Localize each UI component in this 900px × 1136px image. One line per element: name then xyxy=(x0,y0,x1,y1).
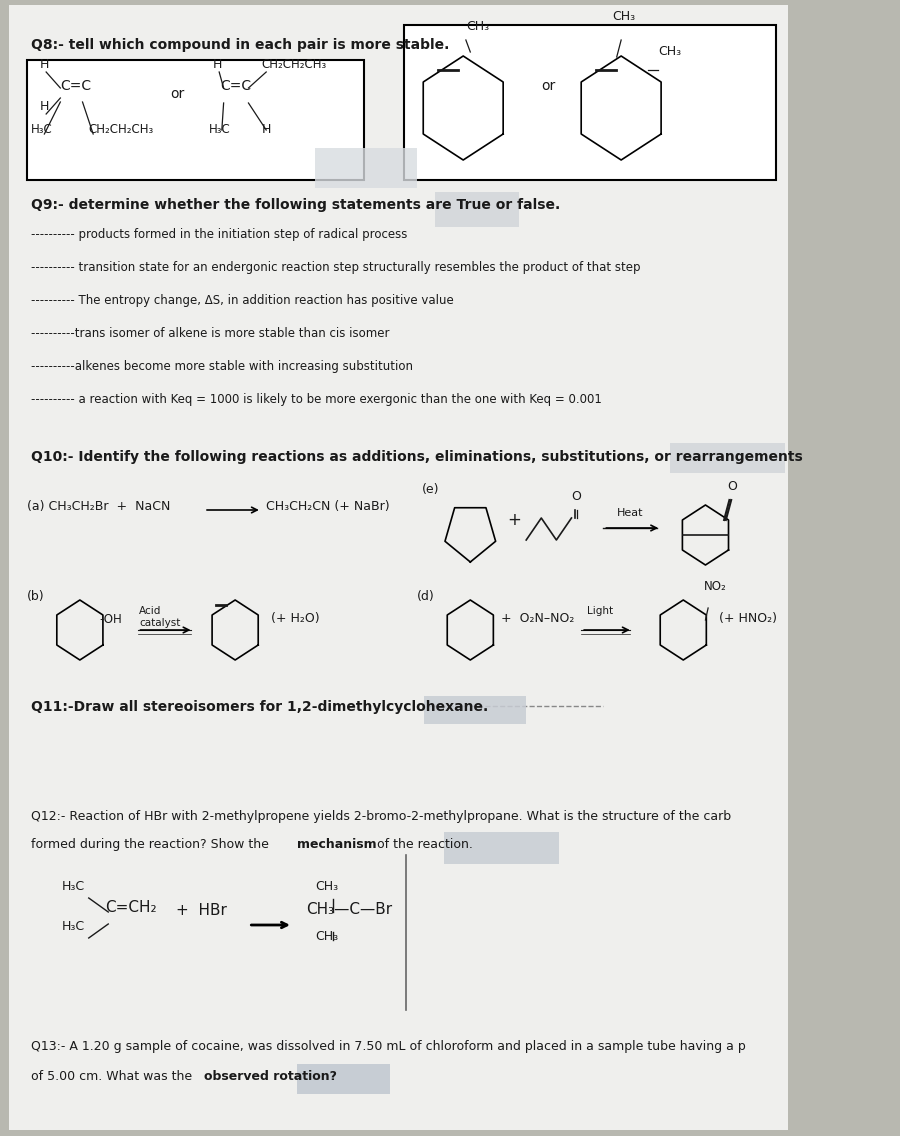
Text: Q12:- Reaction of HBr with 2-methylpropene yields 2-bromo-2-methylpropane. What : Q12:- Reaction of HBr with 2-methylprope… xyxy=(32,810,731,822)
Text: of the reaction.: of the reaction. xyxy=(373,838,472,851)
Text: C=C: C=C xyxy=(60,80,92,93)
Text: CH₃: CH₃ xyxy=(612,10,635,23)
Text: (+ H₂O): (+ H₂O) xyxy=(271,612,320,625)
Text: Q9:- determine whether the following statements are True or false.: Q9:- determine whether the following sta… xyxy=(32,198,561,212)
Text: Q10:- Identify the following reactions as additions, eliminations, substitutions: Q10:- Identify the following reactions a… xyxy=(32,450,803,463)
Bar xyxy=(670,443,786,473)
Text: Q13:- A 1.20 g sample of cocaine, was dissolved in 7.50 mL of chloroform and pla: Q13:- A 1.20 g sample of cocaine, was di… xyxy=(32,1039,746,1053)
Text: +: + xyxy=(508,511,521,529)
Text: C=CH₂: C=CH₂ xyxy=(104,900,157,914)
Text: Q11:-Draw all stereoisomers for 1,2-dimethylcyclohexane.: Q11:-Draw all stereoisomers for 1,2-dime… xyxy=(32,700,489,715)
Text: Q8:- tell which compound in each pair is more stable.: Q8:- tell which compound in each pair is… xyxy=(32,37,449,52)
Text: H₃C: H₃C xyxy=(32,123,53,136)
Text: of 5.00 cm. What was the: of 5.00 cm. What was the xyxy=(32,1070,196,1083)
Text: CH₃CH₂CN (+ NaBr): CH₃CH₂CN (+ NaBr) xyxy=(266,500,390,513)
Text: H: H xyxy=(262,123,271,136)
Text: H: H xyxy=(40,58,50,72)
Text: ---------- transition state for an endergonic reaction step structurally resembl: ---------- transition state for an ender… xyxy=(32,261,641,274)
Bar xyxy=(404,25,777,179)
Bar xyxy=(315,148,417,187)
Text: CH₃—C—Br: CH₃—C—Br xyxy=(306,902,392,917)
Text: mechanism: mechanism xyxy=(297,838,377,851)
Text: (e): (e) xyxy=(421,483,439,496)
Text: H₃C: H₃C xyxy=(62,920,86,933)
Text: C=C: C=C xyxy=(220,80,251,93)
Text: H: H xyxy=(40,100,50,112)
Bar xyxy=(444,832,559,864)
Bar xyxy=(27,60,364,179)
Text: (b): (b) xyxy=(27,590,44,603)
Text: or: or xyxy=(170,87,184,101)
Text: ---------- products formed in the initiation step of radical process: ---------- products formed in the initia… xyxy=(32,228,408,241)
Text: ----------alkenes become more stable with increasing substitution: ----------alkenes become more stable wit… xyxy=(32,360,413,373)
Text: (+ HNO₂): (+ HNO₂) xyxy=(719,612,777,625)
Text: CH₂CH₂CH₃: CH₂CH₂CH₃ xyxy=(89,123,154,136)
Text: +  HBr: + HBr xyxy=(176,903,227,918)
Text: (d): (d) xyxy=(417,590,435,603)
Text: NO₂: NO₂ xyxy=(704,580,726,593)
Text: (a) CH₃CH₂Br  +  NaCN: (a) CH₃CH₂Br + NaCN xyxy=(27,500,170,513)
Text: Heat: Heat xyxy=(616,508,643,518)
Text: observed rotation?: observed rotation? xyxy=(204,1070,338,1083)
Bar xyxy=(297,1064,391,1094)
Text: CH₃: CH₃ xyxy=(466,20,489,33)
Bar xyxy=(435,192,519,227)
Bar xyxy=(424,696,526,724)
Text: Acid: Acid xyxy=(140,605,162,616)
Text: O: O xyxy=(572,490,581,503)
Text: H₃C: H₃C xyxy=(62,880,86,893)
Text: catalyst: catalyst xyxy=(140,618,181,628)
Text: H: H xyxy=(213,58,222,72)
Text: formed during the reaction? Show the: formed during the reaction? Show the xyxy=(32,838,273,851)
Text: H₃C: H₃C xyxy=(209,123,230,136)
Text: CH₃: CH₃ xyxy=(315,930,338,943)
Text: Light: Light xyxy=(588,605,614,616)
Text: +  O₂N–NO₂: + O₂N–NO₂ xyxy=(501,612,575,625)
Text: ----------trans isomer of alkene is more stable than cis isomer: ----------trans isomer of alkene is more… xyxy=(32,327,390,340)
Text: or: or xyxy=(541,80,555,93)
Text: ---------- a reaction with Keq = 1000 is likely to be more exergonic than the on: ---------- a reaction with Keq = 1000 is… xyxy=(32,393,602,406)
Text: CH₃: CH₃ xyxy=(659,45,681,58)
Text: O: O xyxy=(727,481,737,493)
Text: CH₃: CH₃ xyxy=(315,880,338,893)
Text: -OH: -OH xyxy=(99,613,122,626)
Text: CH₂CH₂CH₃: CH₂CH₂CH₃ xyxy=(262,58,327,72)
Text: ---------- The entropy change, ΔS, in addition reaction has positive value: ---------- The entropy change, ΔS, in ad… xyxy=(32,294,454,307)
